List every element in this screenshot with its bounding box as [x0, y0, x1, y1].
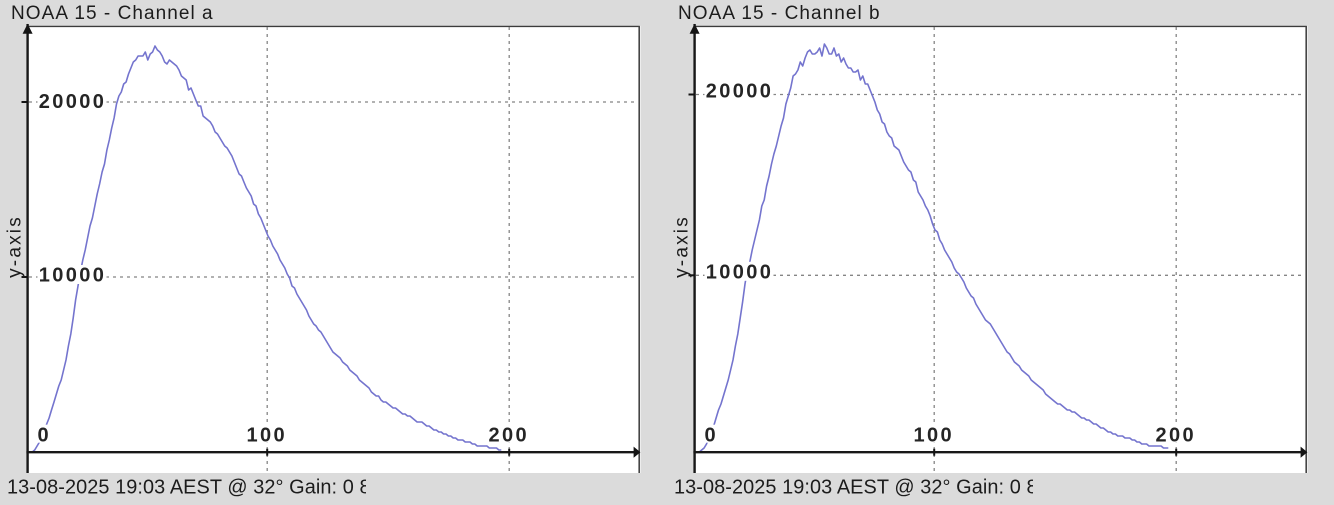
svg-text:100: 100 [247, 424, 288, 446]
svg-text:10000: 10000 [706, 261, 774, 283]
svg-text:0: 0 [38, 424, 52, 446]
svg-text:10000: 10000 [39, 265, 107, 287]
svg-text:y-axis: y-axis [672, 215, 693, 278]
svg-text:13-08-2025 19:03 AEST @ 32° Ga: 13-08-2025 19:03 AEST @ 32° Gain: 0 8 [674, 476, 1038, 498]
svg-text:20000: 20000 [39, 91, 107, 113]
svg-text:100: 100 [914, 424, 955, 446]
svg-text:200: 200 [489, 424, 530, 446]
svg-text:NOAA 15 - Channel b: NOAA 15 - Channel b [678, 3, 881, 24]
svg-text:20000: 20000 [706, 81, 774, 103]
svg-text:NOAA 15 - Channel a: NOAA 15 - Channel a [11, 3, 214, 24]
svg-text:13-08-2025 19:03 AEST @ 32° Ga: 13-08-2025 19:03 AEST @ 32° Gain: 0 8 [7, 476, 371, 498]
svg-text:200: 200 [1156, 424, 1197, 446]
svg-text:y-axis: y-axis [5, 215, 26, 278]
svg-text:0: 0 [705, 424, 719, 446]
